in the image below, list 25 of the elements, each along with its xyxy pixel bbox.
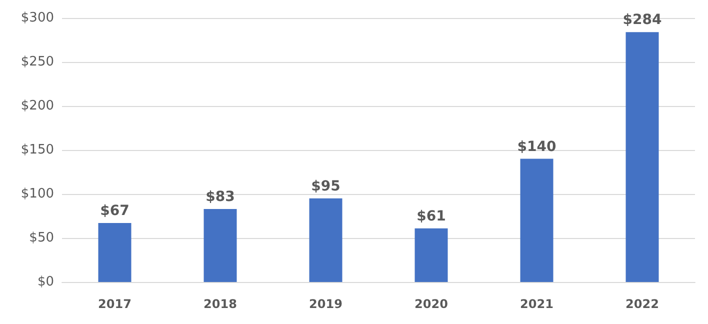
- x-tick-label: 2019: [309, 297, 342, 311]
- y-tick-label: $150: [20, 142, 54, 158]
- y-tick-label: $0: [37, 274, 54, 290]
- data-label: $83: [206, 188, 235, 205]
- y-tick-label: $300: [20, 10, 54, 26]
- x-tick-label: 2020: [414, 297, 448, 311]
- bar: [204, 208, 237, 282]
- x-tick-label: 2022: [626, 297, 659, 311]
- y-tick-label: $250: [20, 54, 54, 70]
- bar: [98, 223, 132, 282]
- x-tick-label: 2017: [98, 297, 132, 311]
- bar: [520, 158, 554, 282]
- bar: [309, 198, 342, 282]
- data-label: $140: [517, 138, 556, 155]
- bar: [414, 228, 448, 282]
- data-label: $67: [100, 203, 130, 220]
- y-tick-label: $200: [20, 98, 54, 114]
- x-tick-label: 2018: [204, 297, 237, 311]
- data-label: $95: [311, 178, 340, 194]
- y-tick-label: $100: [20, 186, 54, 202]
- data-label: $284: [622, 12, 662, 28]
- bar: [626, 32, 659, 282]
- data-label: $61: [416, 208, 446, 224]
- y-tick-label: $50: [29, 230, 54, 246]
- x-tick-label: 2021: [520, 297, 554, 311]
